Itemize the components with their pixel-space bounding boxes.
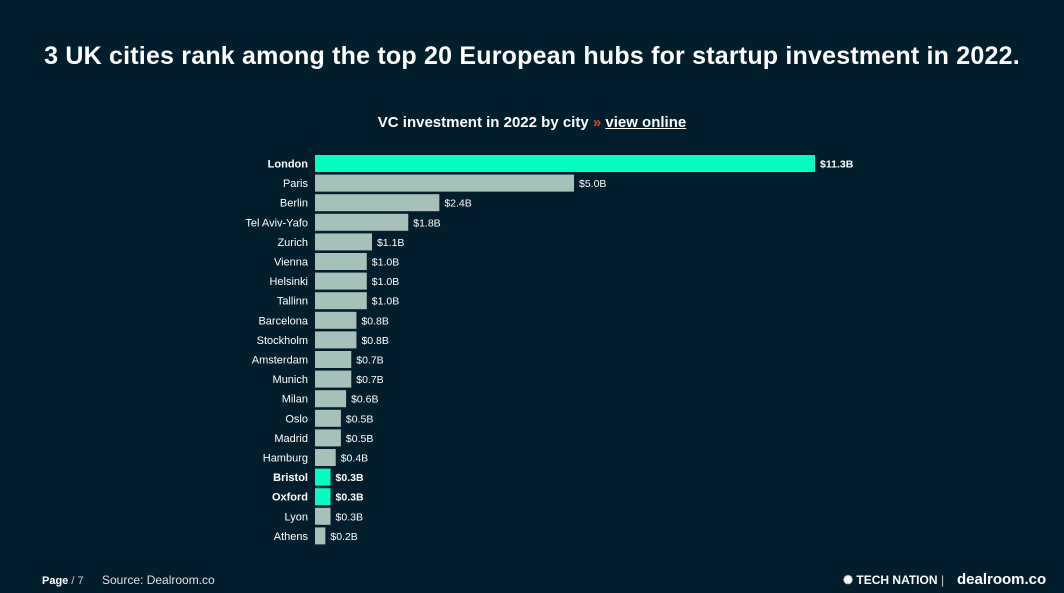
bar-vienna — [315, 253, 367, 270]
bar-berlin — [315, 194, 440, 212]
value-label: $0.3B — [336, 492, 364, 504]
bar-tallinn — [315, 292, 367, 310]
bar-paris — [315, 174, 574, 192]
tech-nation-logo: ✺ TECH NATION — [843, 573, 938, 587]
category-label: Munich — [273, 374, 308, 386]
bar-tel-aviv-yafo — [315, 213, 409, 231]
value-label: $11.3B — [820, 159, 854, 171]
tech-nation-text: TECH NATION — [856, 573, 938, 587]
category-label: Tel Aviv-Yafo — [245, 217, 308, 229]
category-label: Helsinki — [269, 276, 308, 288]
category-label: Tallinn — [277, 296, 308, 308]
value-label: $0.8B — [361, 315, 388, 327]
category-label: Madrid — [274, 433, 308, 445]
bar-madrid — [315, 429, 341, 447]
value-label: $2.4B — [444, 198, 471, 210]
value-label: $1.1B — [377, 237, 404, 249]
category-label: Amsterdam — [252, 355, 308, 367]
value-label: $5.0B — [579, 178, 606, 190]
view-online-link[interactable]: view online — [605, 114, 687, 131]
category-label: Lyon — [285, 511, 308, 523]
category-label: Paris — [283, 178, 309, 190]
category-label: Stockholm — [257, 335, 308, 347]
value-label: $1.0B — [372, 296, 399, 308]
page-label: Page — [42, 575, 69, 587]
value-label: $0.3B — [336, 511, 363, 523]
value-label: $0.7B — [356, 355, 383, 367]
double-chevron-icon: » — [592, 114, 602, 131]
category-label: Zurich — [277, 237, 308, 249]
bar-amsterdam — [315, 351, 352, 368]
value-label: $0.3B — [336, 472, 364, 484]
category-label: Athens — [274, 531, 309, 543]
value-label: $0.8B — [361, 335, 388, 347]
subtitle-text: VC investment in 2022 by city — [377, 114, 589, 131]
value-label: $1.0B — [372, 257, 399, 269]
bar-stockholm — [315, 331, 357, 349]
value-label: $0.7B — [356, 374, 383, 386]
chart-subtitle: VC investment in 2022 by city » view onl… — [0, 114, 1064, 131]
category-label: Vienna — [274, 257, 309, 269]
bar-munich — [315, 370, 352, 388]
category-label: Oxford — [272, 492, 308, 504]
category-label: Oslo — [285, 413, 308, 425]
bar-athens — [315, 527, 326, 545]
category-label: Milan — [282, 394, 308, 406]
value-label: $1.0B — [372, 276, 399, 288]
bar-zurich — [315, 233, 372, 251]
category-label: Berlin — [280, 198, 308, 210]
bar-barcelona — [315, 311, 357, 329]
bar-bristol — [315, 468, 331, 486]
tech-nation-icon: ✺ — [843, 573, 854, 587]
value-label: $0.4B — [341, 453, 368, 465]
headline: 3 UK cities rank among the top 20 Europe… — [44, 42, 1020, 70]
bar-hamburg — [315, 449, 336, 466]
bar-milan — [315, 390, 347, 408]
bar-lyon — [315, 507, 331, 525]
logo-separator: | — [941, 573, 945, 587]
bar-oxford — [315, 488, 331, 506]
value-label: $1.8B — [413, 217, 440, 229]
dealroom-logo: dealroom.co — [957, 571, 1047, 588]
bar-london — [315, 155, 815, 172]
value-label: $0.5B — [346, 413, 373, 425]
category-label: London — [268, 159, 309, 171]
value-label: $0.6B — [351, 394, 378, 406]
value-label: $0.2B — [330, 531, 357, 543]
source-note: Source: Dealroom.co — [102, 573, 215, 587]
category-label: Bristol — [273, 472, 308, 484]
bar-oslo — [315, 409, 341, 427]
value-label: $0.5B — [346, 433, 373, 445]
bar-helsinki — [315, 272, 367, 290]
page-count: / 7 — [71, 575, 84, 587]
page-number: Page / 7 — [42, 575, 84, 587]
category-label: Hamburg — [263, 453, 308, 465]
category-label: Barcelona — [258, 315, 308, 327]
